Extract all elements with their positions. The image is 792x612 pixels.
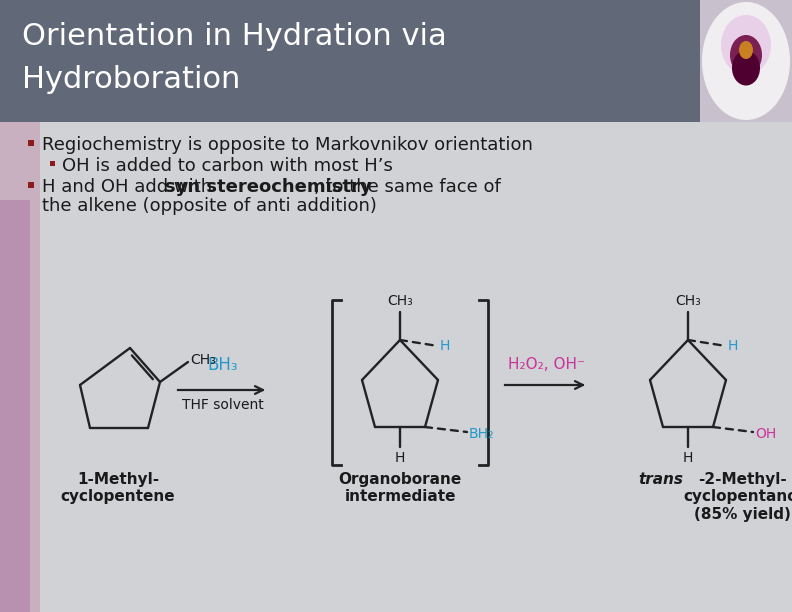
Ellipse shape (730, 35, 762, 75)
Bar (50, 161, 55, 166)
Text: Orientation in Hydration via: Orientation in Hydration via (22, 22, 447, 51)
Text: the alkene (opposite of anti addition): the alkene (opposite of anti addition) (42, 197, 377, 215)
Ellipse shape (739, 41, 753, 59)
Text: BH₃: BH₃ (208, 356, 238, 374)
Text: H: H (395, 451, 406, 465)
Ellipse shape (702, 2, 790, 120)
Text: OH: OH (755, 427, 776, 441)
Bar (28, 182, 34, 188)
Text: Organoborane
intermediate: Organoborane intermediate (338, 472, 462, 504)
Text: H and OH add with: H and OH add with (42, 178, 218, 196)
Bar (0, 200, 30, 612)
Bar (700, 0, 792, 122)
Text: 1-Methyl-
cyclopentene: 1-Methyl- cyclopentene (61, 472, 175, 504)
Text: -2-Methyl-
cyclopentanol
(85% yield): -2-Methyl- cyclopentanol (85% yield) (683, 472, 792, 522)
Ellipse shape (732, 51, 760, 86)
Text: Hydroboration: Hydroboration (22, 65, 241, 94)
Text: CH₃: CH₃ (675, 294, 701, 308)
Text: H₂O₂, OH⁻: H₂O₂, OH⁻ (508, 357, 585, 372)
Text: trans: trans (638, 472, 683, 487)
Bar (0, 0, 792, 122)
Text: H: H (683, 451, 693, 465)
Text: syn stereochemistry: syn stereochemistry (166, 178, 372, 196)
Text: H: H (440, 339, 451, 353)
Text: CH₃: CH₃ (190, 353, 215, 367)
Text: OH is added to carbon with most H’s: OH is added to carbon with most H’s (62, 157, 393, 175)
Ellipse shape (721, 15, 771, 75)
Text: , to the same face of: , to the same face of (314, 178, 501, 196)
Bar (0, 0, 40, 612)
Text: H: H (728, 339, 738, 353)
Bar (28, 140, 34, 146)
Text: CH₃: CH₃ (387, 294, 413, 308)
Text: Regiochemistry is opposite to Markovnikov orientation: Regiochemistry is opposite to Markovniko… (42, 136, 533, 154)
Text: BH₂: BH₂ (469, 427, 494, 441)
Text: THF solvent: THF solvent (182, 398, 264, 412)
